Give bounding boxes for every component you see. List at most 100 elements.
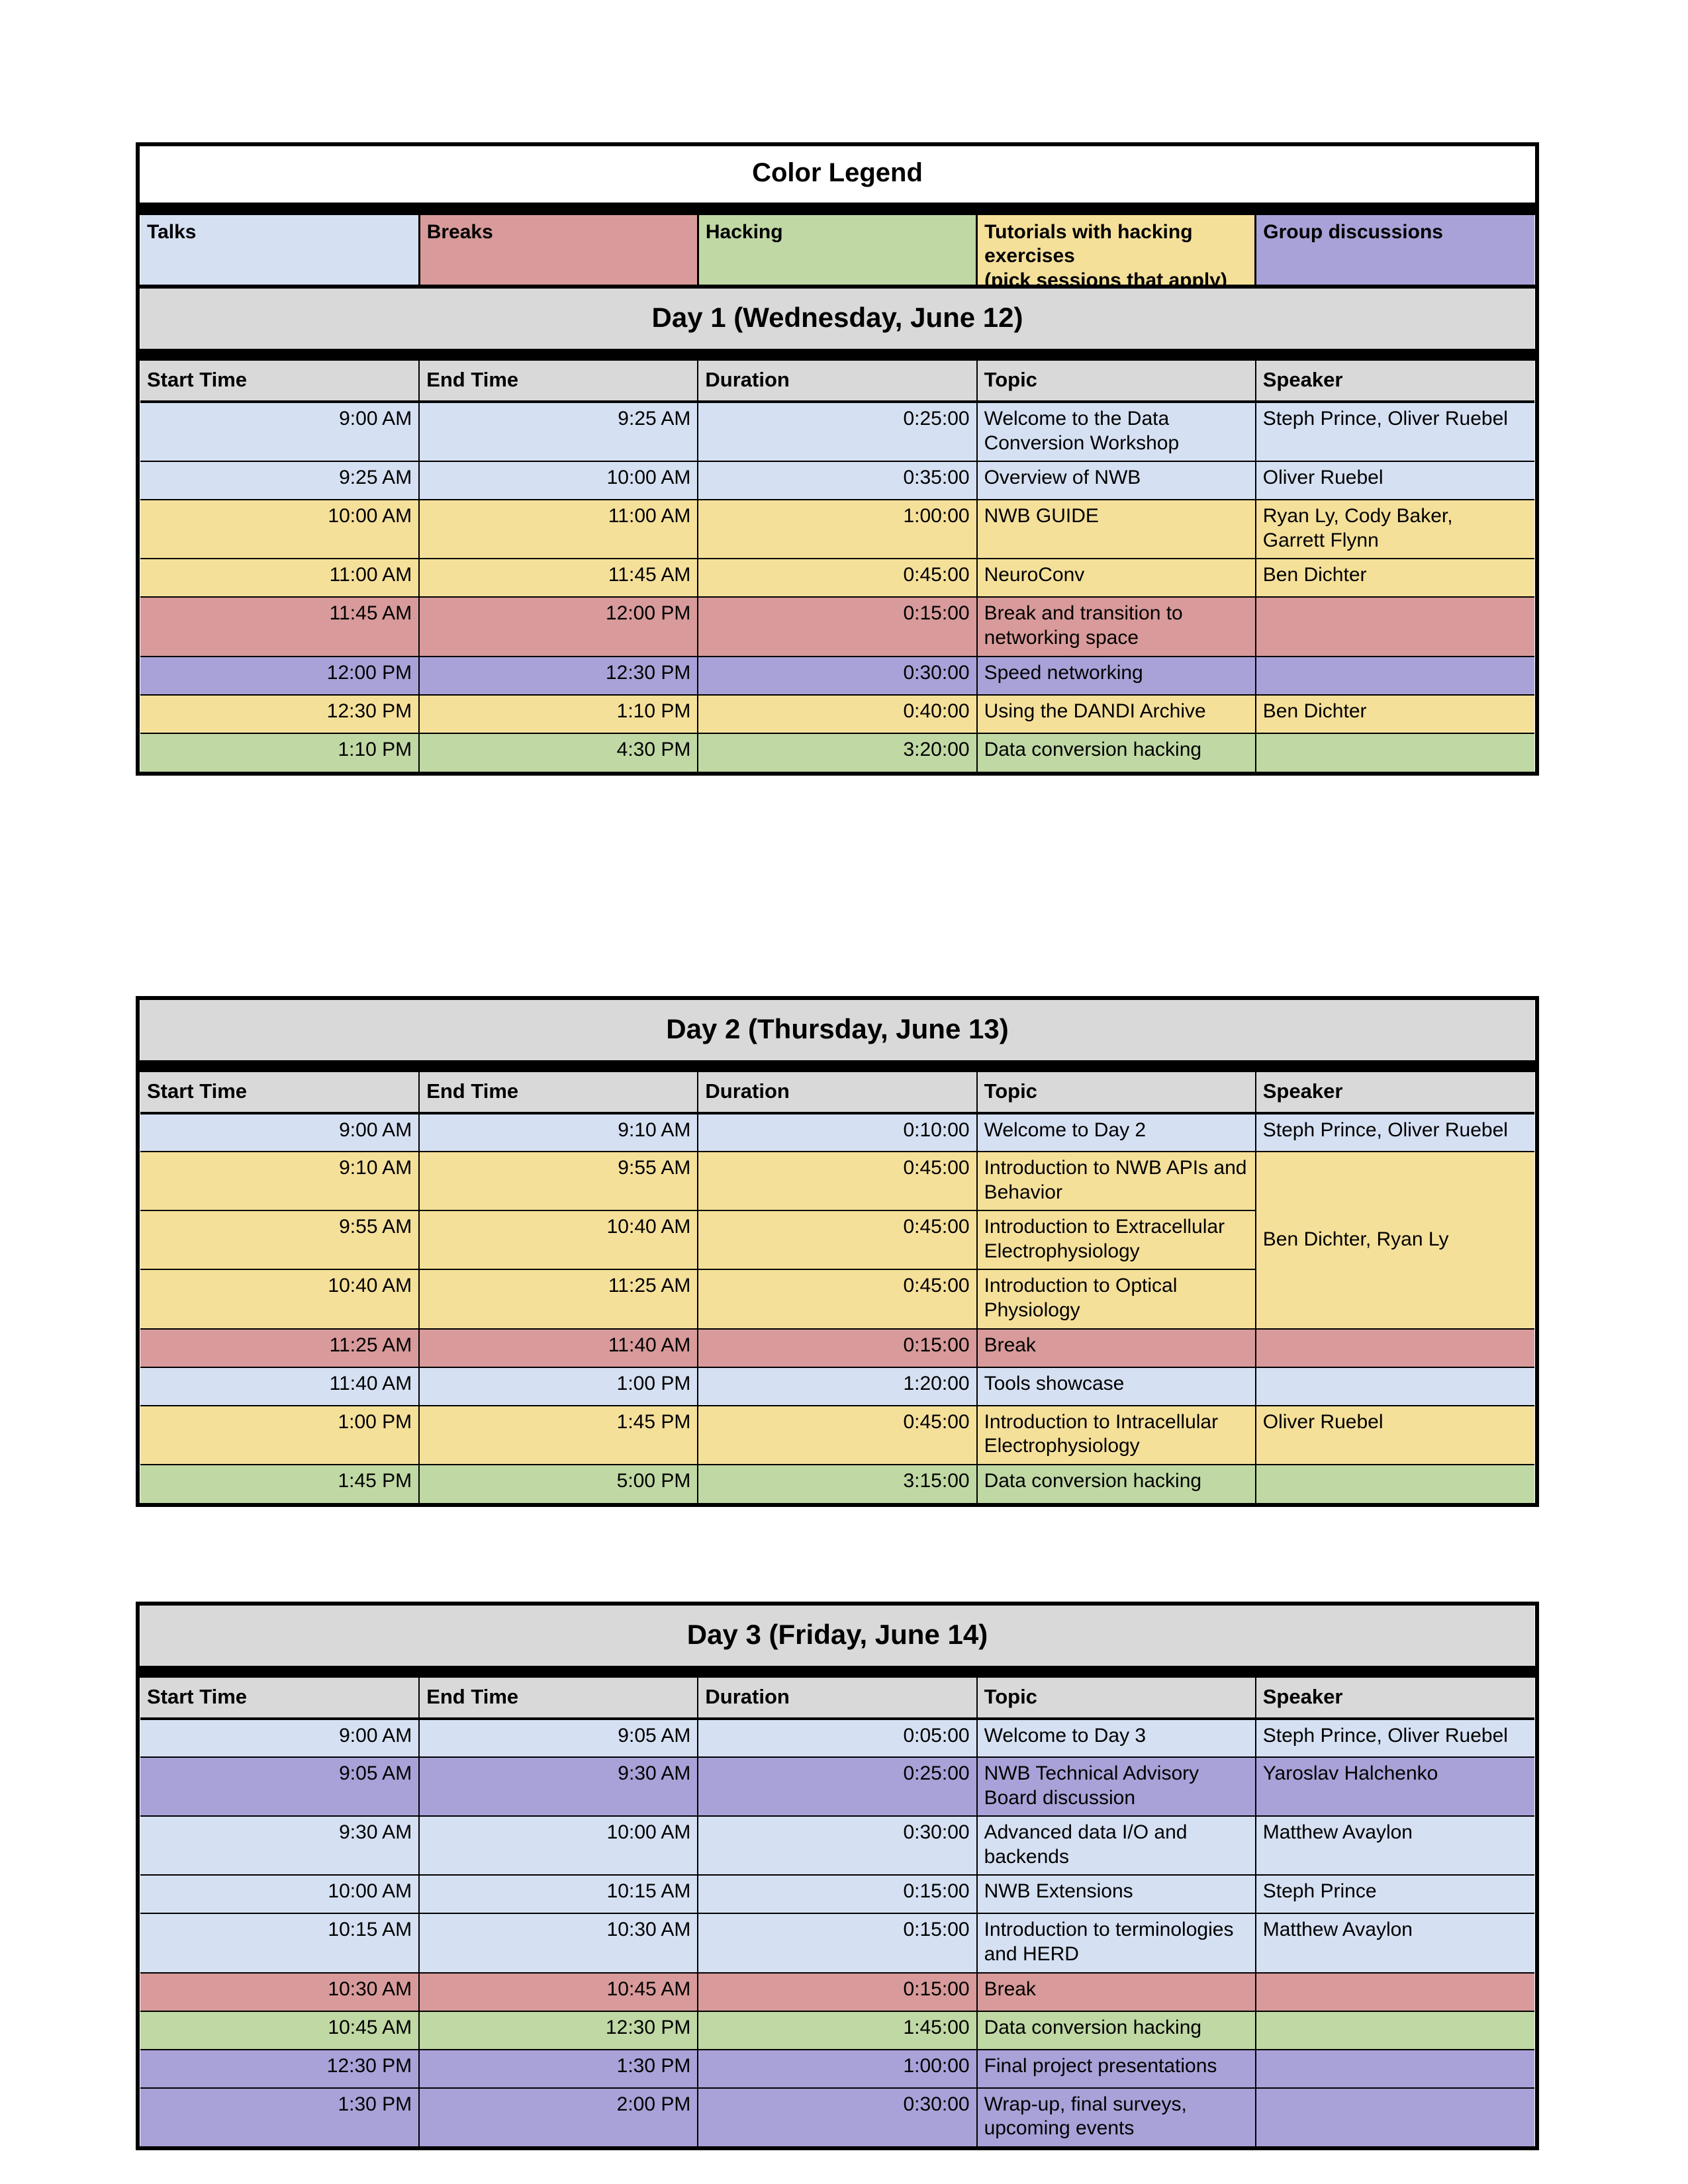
day-1-schedule-table: Day 1 (Wednesday, June 12) Start Time End …: [140, 289, 1535, 772]
cell-duration: 1:00:00: [697, 2048, 978, 2089]
day-3-schedule-table: Day 3 (Friday, June 14) Start Time End Tim…: [140, 1606, 1535, 2146]
column-header-end-time: End Time: [418, 360, 699, 404]
cell-duration: 0:25:00: [697, 1756, 978, 1817]
cell-start-time: 1:45 PM: [140, 1463, 420, 1503]
cell-topic: NWB Extensions: [976, 1874, 1256, 1915]
legend-title-row: Color Legend: [140, 146, 1534, 203]
cell-duration: 0:05:00: [697, 1718, 978, 1758]
cell-start-time: 9:25 AM: [140, 461, 420, 501]
cell-end-time: 11:45 AM: [418, 558, 699, 598]
cell-topic: Welcome to Day 2: [976, 1113, 1256, 1153]
cell-end-time: 9:30 AM: [418, 1756, 699, 1817]
cell-end-time: 2:00 PM: [418, 2087, 699, 2146]
cell-duration: 1:45:00: [697, 2010, 978, 2050]
cell-topic: Tools showcase: [976, 1366, 1256, 1406]
cell-speaker: [1254, 732, 1534, 772]
cell-topic: Break and transition to networking space: [976, 596, 1256, 657]
day-title-divider: [140, 1666, 1535, 1678]
schedule-row: 1:00 PM 1:45 PM 0:45:00 Introduction to Int…: [140, 1404, 1534, 1465]
cell-duration: 0:30:00: [697, 655, 978, 696]
cell-end-time: 5:00 PM: [418, 1463, 699, 1503]
cell-end-time: 10:40 AM: [418, 1210, 699, 1271]
column-header-topic: Topic: [976, 1677, 1256, 1721]
day-block-2: Day 2 (Thursday, June 13) Start Time End T…: [136, 996, 1539, 1507]
cell-start-time: 9:10 AM: [140, 1151, 420, 1212]
column-header-duration: Duration: [697, 1071, 978, 1115]
cell-start-time: 10:30 AM: [140, 1972, 420, 2012]
schedule-row: 11:45 AM 12:00 PM 0:15:00 Break and transit…: [140, 596, 1534, 657]
cell-end-time: 11:00 AM: [418, 499, 699, 560]
column-header-speaker: Speaker: [1254, 360, 1534, 404]
cell-speaker: [1254, 596, 1534, 657]
column-header-start-time: Start Time: [140, 360, 420, 404]
cell-speaker: [1254, 2048, 1534, 2089]
cell-duration: 0:15:00: [697, 1972, 978, 2012]
schedule-row: 11:40 AM 1:00 PM 1:20:00 Tools showcase: [140, 1366, 1534, 1406]
cell-duration: 1:00:00: [697, 499, 978, 560]
cell-start-time: 11:40 AM: [140, 1366, 420, 1406]
cell-speaker: Ben Dichter, Ryan Ly: [1254, 1151, 1534, 1330]
cell-end-time: 11:40 AM: [418, 1328, 699, 1368]
schedule-row: 9:30 AM 10:00 AM 0:30:00 Advanced data I/O …: [140, 1815, 1534, 1876]
day-title: Day 2 (Thursday, June 13): [140, 1000, 1534, 1062]
cell-duration: 0:40:00: [697, 694, 978, 734]
cell-topic: Speed networking: [976, 655, 1256, 696]
day-title-row: Day 3 (Friday, June 14): [140, 1606, 1534, 1667]
schedule-row: 10:00 AM 10:15 AM 0:15:00 NWB Extensions Ste…: [140, 1874, 1534, 1915]
column-header-topic: Topic: [976, 1071, 1256, 1115]
day-title-row: Day 2 (Thursday, June 13): [140, 1000, 1534, 1062]
cell-duration: 0:45:00: [697, 1210, 978, 1271]
cell-start-time: 10:00 AM: [140, 499, 420, 560]
cell-end-time: 1:10 PM: [418, 694, 699, 734]
cell-start-time: 10:40 AM: [140, 1269, 420, 1330]
cell-end-time: 10:30 AM: [418, 1913, 699, 1974]
cell-speaker: Yaroslav Halchenko: [1254, 1756, 1534, 1817]
cell-duration: 3:15:00: [697, 1463, 978, 1503]
legend-swatch-talks: Talks: [140, 212, 420, 300]
schedule-row: 9:55 AM 10:40 AM 0:45:00 Introduction to Ex…: [140, 1210, 1534, 1271]
cell-speaker: Oliver Ruebel: [1254, 461, 1534, 501]
cell-speaker: Matthew Avaylon: [1254, 1913, 1534, 1974]
cell-start-time: 12:00 PM: [140, 655, 420, 696]
cell-end-time: 1:30 PM: [418, 2048, 699, 2089]
cell-start-time: 11:00 AM: [140, 558, 420, 598]
cell-start-time: 9:00 AM: [140, 1718, 420, 1758]
column-header-start-time: Start Time: [140, 1677, 420, 1721]
cell-speaker: [1254, 1328, 1534, 1368]
day-title-row: Day 1 (Wednesday, June 12): [140, 289, 1534, 350]
cell-end-time: 4:30 PM: [418, 732, 699, 772]
column-header-speaker: Speaker: [1254, 1071, 1534, 1115]
cell-topic: Introduction to Intracellular Electrophy…: [976, 1404, 1256, 1465]
day-title-divider: [140, 1060, 1535, 1073]
cell-topic: Using the DANDI Archive: [976, 694, 1256, 734]
day-title: Day 3 (Friday, June 14): [140, 1606, 1534, 1667]
cell-topic: Data conversion hacking: [976, 732, 1256, 772]
cell-end-time: 1:00 PM: [418, 1366, 699, 1406]
cell-end-time: 9:10 AM: [418, 1113, 699, 1153]
cell-speaker: Ben Dichter: [1254, 694, 1534, 734]
cell-topic: Welcome to Day 3: [976, 1718, 1256, 1758]
cell-start-time: 11:45 AM: [140, 596, 420, 657]
cell-duration: 0:10:00: [697, 1113, 978, 1153]
cell-topic: Overview of NWB: [976, 461, 1256, 501]
cell-start-time: 11:25 AM: [140, 1328, 420, 1368]
cell-end-time: 12:30 PM: [418, 2010, 699, 2050]
cell-duration: 0:45:00: [697, 558, 978, 598]
cell-duration: 0:30:00: [697, 1815, 978, 1876]
cell-start-time: 9:55 AM: [140, 1210, 420, 1271]
schedule-row: 12:30 PM 1:30 PM 1:00:00 Final project pres…: [140, 2048, 1534, 2089]
cell-end-time: 9:25 AM: [418, 401, 699, 463]
cell-topic: Introduction to NWB APIs and Behavior: [976, 1151, 1256, 1212]
cell-topic: NWB Technical Advisory Board discussion: [976, 1756, 1256, 1817]
cell-duration: 0:25:00: [697, 401, 978, 463]
cell-start-time: 10:45 AM: [140, 2010, 420, 2050]
cell-start-time: 12:30 PM: [140, 2048, 420, 2089]
column-header-topic: Topic: [976, 360, 1256, 404]
cell-duration: 0:45:00: [697, 1151, 978, 1212]
cell-start-time: 1:10 PM: [140, 732, 420, 772]
cell-start-time: 10:15 AM: [140, 1913, 420, 1974]
cell-start-time: 1:00 PM: [140, 1404, 420, 1465]
column-header-start-time: Start Time: [140, 1071, 420, 1115]
cell-topic: Introduction to Extracellular Electrophy…: [976, 1210, 1256, 1271]
cell-start-time: 9:00 AM: [140, 1113, 420, 1153]
